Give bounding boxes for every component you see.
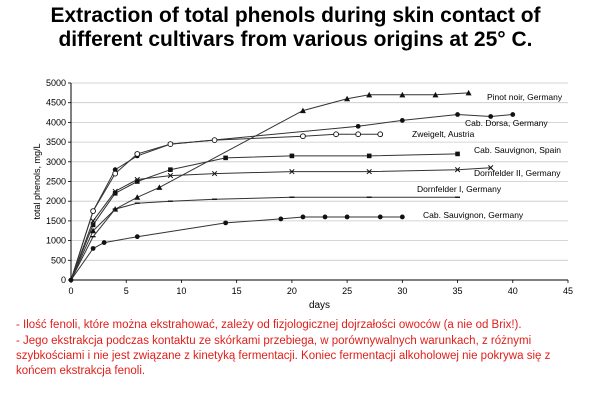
- series-label: Cab. Dorsa, Germany: [465, 118, 548, 128]
- chart-title: Extraction of total phenols during skin …: [0, 4, 591, 52]
- data-point: [168, 167, 173, 172]
- data-point: [90, 208, 96, 214]
- data-point: [488, 114, 494, 119]
- x-tick-label: 35: [453, 286, 463, 296]
- x-tick-label: 40: [508, 286, 518, 296]
- data-point: [90, 222, 96, 228]
- data-point: [465, 89, 472, 96]
- data-point: [377, 131, 384, 138]
- data-point: [377, 214, 383, 220]
- y-tick-label: 1500: [46, 216, 66, 226]
- y-tick-label: 4000: [46, 117, 66, 127]
- data-point: [211, 170, 218, 177]
- series-line: [70, 133, 381, 281]
- x-tick-label: 45: [563, 286, 573, 296]
- data-point: [278, 216, 284, 222]
- data-point: [322, 214, 328, 220]
- data-point: [134, 234, 140, 240]
- x-tick-label: 30: [397, 286, 407, 296]
- data-point: [510, 112, 516, 117]
- series-label: Zweigelt, Austria: [412, 129, 475, 139]
- data-point: [355, 131, 362, 138]
- data-point: [300, 133, 306, 140]
- data-point: [112, 167, 118, 173]
- x-tick-label: 0: [68, 286, 73, 296]
- data-point: [366, 153, 372, 159]
- series-label: Cab. Sauvignon, Germany: [423, 210, 524, 220]
- data-point: [134, 151, 141, 157]
- x-tick-label: 5: [124, 286, 129, 296]
- series-label: Cab. Sauvignon, Spain: [474, 145, 561, 155]
- y-tick-label: 4500: [46, 98, 66, 108]
- data-point: [399, 91, 406, 98]
- data-point: [289, 153, 295, 159]
- data-point: [223, 220, 229, 226]
- series-line: [70, 113, 513, 281]
- y-tick-label: 3000: [46, 157, 66, 167]
- y-tick-label: 2500: [46, 177, 66, 187]
- y-tick-label: 3500: [46, 137, 66, 147]
- data-point: [333, 131, 339, 138]
- y-tick-label: 1000: [46, 236, 66, 246]
- data-point: [223, 155, 228, 161]
- data-point: [432, 91, 439, 98]
- series-line: [70, 216, 403, 281]
- data-point: [454, 167, 461, 173]
- data-point: [488, 165, 494, 171]
- chart-title-line-2: different cultivars from various origins…: [58, 28, 533, 51]
- data-point: [344, 95, 351, 102]
- data-point: [101, 240, 107, 245]
- x-tick-label: 25: [342, 286, 352, 296]
- notes-block: - Ilość fenoli, które można ekstrahować,…: [16, 318, 581, 380]
- data-point: [112, 188, 118, 195]
- note-line-2: - Jego ekstrakcja podczas kontaktu ze sk…: [16, 335, 551, 377]
- series-label: Pinot noir, Germany: [487, 92, 563, 102]
- note-line-1: - Ilość fenoli, które można ekstrahować,…: [16, 319, 522, 331]
- y-tick-label: 0: [61, 275, 66, 285]
- series-label: Dornfelder II, Germany: [474, 168, 561, 178]
- x-tick-label: 10: [176, 286, 186, 296]
- data-point: [90, 218, 96, 224]
- data-point: [211, 137, 218, 143]
- data-point: [399, 118, 405, 123]
- data-point: [134, 176, 140, 183]
- data-point: [90, 246, 96, 251]
- data-point: [455, 151, 460, 157]
- origin-point: [68, 277, 74, 283]
- data-point: [355, 123, 361, 129]
- data-point: [167, 172, 174, 179]
- y-tick-label: 2000: [46, 196, 66, 206]
- data-point: [455, 112, 460, 117]
- data-point: [300, 214, 306, 220]
- x-tick-label: 20: [287, 286, 297, 296]
- y-tick-label: 5000: [46, 78, 66, 88]
- data-point: [156, 184, 163, 190]
- data-point: [167, 141, 174, 147]
- data-point: [112, 191, 118, 196]
- data-point: [366, 168, 372, 175]
- data-point: [399, 214, 405, 220]
- data-point: [289, 168, 295, 175]
- series-label: Dornfelder I, Germany: [417, 184, 502, 194]
- phenols-line-chart: 0 500 1000 1500 2000 2500 3000 3500 4000 4500 5000…: [32, 78, 573, 311]
- y-tick-label: 500: [51, 255, 66, 265]
- data-point: [134, 194, 141, 200]
- x-axis-label: days: [309, 300, 330, 311]
- data-point: [366, 91, 373, 98]
- data-point: [90, 227, 97, 234]
- data-point: [344, 214, 350, 220]
- data-point: [299, 107, 306, 114]
- data-point: [134, 179, 140, 184]
- series-line: [70, 92, 469, 281]
- data-point: [112, 170, 119, 177]
- y-axis-label: total phenols, mg/L: [32, 143, 42, 219]
- chart-title-line-1: Extraction of total phenols during skin …: [50, 4, 541, 27]
- series-line: [70, 167, 491, 281]
- x-tick-label: 15: [232, 286, 242, 296]
